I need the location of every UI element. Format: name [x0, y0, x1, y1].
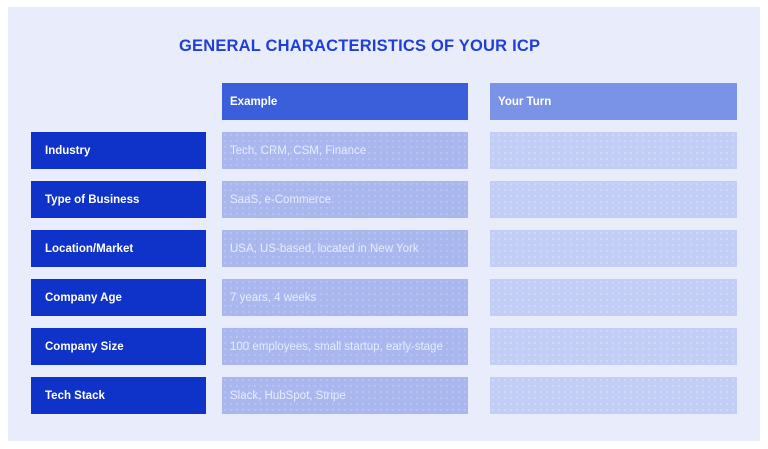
column-header-example: Example — [222, 83, 468, 120]
example-cell: Tech, CRM, CSM, Finance — [222, 132, 468, 169]
table-row-company-age: Company Age 7 years, 4 weeks — [8, 279, 760, 316]
icp-worksheet: GENERAL CHARACTERISTICS OF YOUR ICP Exam… — [8, 7, 760, 441]
column-header-your-turn: Your Turn — [490, 83, 737, 120]
table-row-industry: Industry Tech, CRM, CSM, Finance — [8, 132, 760, 169]
your-turn-cell[interactable] — [490, 328, 737, 365]
table-row-company-size: Company Size 100 employees, small startu… — [8, 328, 760, 365]
table-row-location-market: Location/Market USA, US-based, located i… — [8, 230, 760, 267]
your-turn-cell[interactable] — [490, 230, 737, 267]
row-label: Industry — [31, 132, 206, 169]
row-label: Type of Business — [31, 181, 206, 218]
row-label: Location/Market — [31, 230, 206, 267]
table-row-type-of-business: Type of Business SaaS, e-Commerce — [8, 181, 760, 218]
example-cell: SaaS, e-Commerce — [222, 181, 468, 218]
example-cell: Slack, HubSpot, Stripe — [222, 377, 468, 414]
your-turn-cell[interactable] — [490, 279, 737, 316]
your-turn-cell[interactable] — [490, 181, 737, 218]
table-row-tech-stack: Tech Stack Slack, HubSpot, Stripe — [8, 377, 760, 414]
example-cell: 7 years, 4 weeks — [222, 279, 468, 316]
your-turn-cell[interactable] — [490, 132, 737, 169]
page-title: GENERAL CHARACTERISTICS OF YOUR ICP — [179, 37, 541, 55]
row-label: Tech Stack — [31, 377, 206, 414]
example-cell: USA, US-based, located in New York — [222, 230, 468, 267]
row-label: Company Age — [31, 279, 206, 316]
row-label: Company Size — [31, 328, 206, 365]
example-cell: 100 employees, small startup, early-stag… — [222, 328, 468, 365]
your-turn-cell[interactable] — [490, 377, 737, 414]
